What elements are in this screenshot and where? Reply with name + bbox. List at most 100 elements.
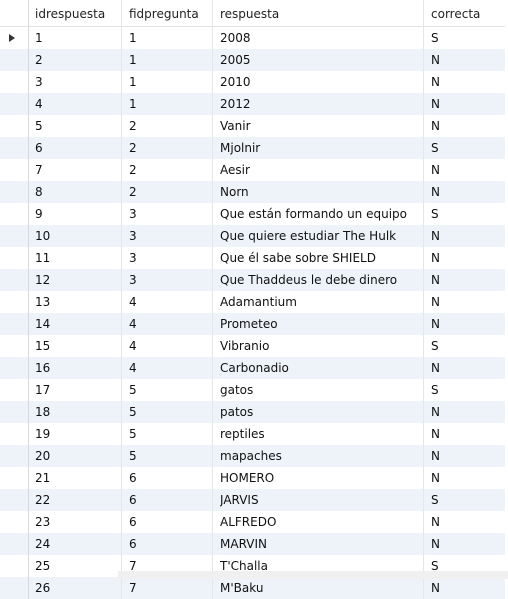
cell-correcta[interactable]: S xyxy=(431,31,439,45)
row-selector[interactable] xyxy=(0,445,29,467)
cell-respuesta[interactable]: Adamantium xyxy=(220,295,297,309)
row-selector[interactable] xyxy=(0,71,29,93)
column-header-correcta[interactable]: correcta xyxy=(431,7,481,21)
cell-correcta[interactable]: S xyxy=(431,339,439,353)
cell-respuesta[interactable]: Norn xyxy=(220,185,249,199)
cell-correcta[interactable]: N xyxy=(431,119,440,133)
cell-correcta[interactable]: N xyxy=(431,449,440,463)
cell-correcta[interactable]: N xyxy=(431,229,440,243)
row-selector[interactable] xyxy=(0,49,29,71)
cell-idrespuesta[interactable]: 21 xyxy=(35,471,51,485)
cell-fidpregunta[interactable]: 6 xyxy=(129,493,137,507)
table-row[interactable]: 15 4 Vibranio S xyxy=(0,335,505,357)
cell-idrespuesta[interactable]: 8 xyxy=(35,185,43,199)
cell-correcta[interactable]: N xyxy=(431,251,440,265)
cell-respuesta[interactable]: 2005 xyxy=(220,53,251,67)
table-row[interactable]: 14 4 Prometeo N xyxy=(0,313,505,335)
cell-fidpregunta[interactable]: 6 xyxy=(129,471,137,485)
cell-respuesta[interactable]: Que Thaddeus le debe dinero xyxy=(220,273,398,287)
column-header-respuesta[interactable]: respuesta xyxy=(220,7,280,21)
table-row[interactable]: 21 6 HOMERO N xyxy=(0,467,505,489)
cell-correcta[interactable]: N xyxy=(431,361,440,375)
cell-idrespuesta[interactable]: 17 xyxy=(35,383,51,397)
cell-correcta[interactable]: S xyxy=(431,207,439,221)
cell-idrespuesta[interactable]: 26 xyxy=(35,581,51,595)
cell-fidpregunta[interactable]: 1 xyxy=(129,31,137,45)
cell-correcta[interactable]: N xyxy=(431,53,440,67)
cell-idrespuesta[interactable]: 1 xyxy=(35,31,43,45)
table-row[interactable]: 25 7 T'Challa S xyxy=(0,555,505,577)
row-selector[interactable] xyxy=(0,291,29,313)
table-row[interactable]: 4 1 2012 N xyxy=(0,93,505,115)
cell-fidpregunta[interactable]: 4 xyxy=(129,317,137,331)
cell-respuesta[interactable]: Que están formando un equipo xyxy=(220,207,407,221)
cell-correcta[interactable]: N xyxy=(431,75,440,89)
cell-respuesta[interactable]: Carbonadio xyxy=(220,361,289,375)
row-selector[interactable] xyxy=(0,401,29,423)
cell-fidpregunta[interactable]: 7 xyxy=(129,559,137,573)
table-row[interactable]: 17 5 gatos S xyxy=(0,379,505,401)
cell-correcta[interactable]: N xyxy=(431,405,440,419)
cell-respuesta[interactable]: 2012 xyxy=(220,97,251,111)
cell-respuesta[interactable]: Que quiere estudiar The Hulk xyxy=(220,229,397,243)
table-row[interactable]: 6 2 Mjolnir S xyxy=(0,137,505,159)
cell-respuesta[interactable]: Que él sabe sobre SHIELD xyxy=(220,251,376,265)
cell-idrespuesta[interactable]: 11 xyxy=(35,251,51,265)
horizontal-scrollbar[interactable] xyxy=(118,571,508,579)
table-row[interactable]: 8 2 Norn N xyxy=(0,181,505,203)
cell-idrespuesta[interactable]: 24 xyxy=(35,537,51,551)
cell-fidpregunta[interactable]: 3 xyxy=(129,229,137,243)
row-selector[interactable] xyxy=(0,511,29,533)
table-row[interactable]: 16 4 Carbonadio N xyxy=(0,357,505,379)
cell-respuesta[interactable]: MARVIN xyxy=(220,537,267,551)
table-row[interactable]: 26 7 M'Baku N xyxy=(0,577,505,599)
row-selector[interactable] xyxy=(0,225,29,247)
cell-fidpregunta[interactable]: 4 xyxy=(129,361,137,375)
cell-fidpregunta[interactable]: 2 xyxy=(129,119,137,133)
cell-respuesta[interactable]: Vibranio xyxy=(220,339,270,353)
cell-idrespuesta[interactable]: 16 xyxy=(35,361,51,375)
table-row[interactable]: 18 5 patos N xyxy=(0,401,505,423)
cell-idrespuesta[interactable]: 2 xyxy=(35,53,43,67)
table-row[interactable]: 7 2 Aesir N xyxy=(0,159,505,181)
cell-fidpregunta[interactable]: 2 xyxy=(129,163,137,177)
row-selector[interactable] xyxy=(0,159,29,181)
cell-respuesta[interactable]: gatos xyxy=(220,383,254,397)
table-row[interactable]: 10 3 Que quiere estudiar The Hulk N xyxy=(0,225,505,247)
table-row[interactable]: 13 4 Adamantium N xyxy=(0,291,505,313)
row-selector[interactable] xyxy=(0,555,29,577)
cell-idrespuesta[interactable]: 4 xyxy=(35,97,43,111)
cell-idrespuesta[interactable]: 19 xyxy=(35,427,51,441)
cell-idrespuesta[interactable]: 14 xyxy=(35,317,51,331)
cell-idrespuesta[interactable]: 15 xyxy=(35,339,51,353)
table-row[interactable]: 9 3 Que están formando un equipo S xyxy=(0,203,505,225)
table-row[interactable]: 3 1 2010 N xyxy=(0,71,505,93)
cell-fidpregunta[interactable]: 3 xyxy=(129,273,137,287)
cell-respuesta[interactable]: 2010 xyxy=(220,75,251,89)
cell-idrespuesta[interactable]: 10 xyxy=(35,229,51,243)
cell-respuesta[interactable]: ALFREDO xyxy=(220,515,277,529)
cell-fidpregunta[interactable]: 5 xyxy=(129,405,137,419)
cell-correcta[interactable]: N xyxy=(431,273,440,287)
row-selector[interactable] xyxy=(0,577,29,599)
cell-correcta[interactable]: S xyxy=(431,141,439,155)
cell-correcta[interactable]: N xyxy=(431,515,440,529)
row-selector[interactable] xyxy=(0,467,29,489)
cell-idrespuesta[interactable]: 6 xyxy=(35,141,43,155)
table-row[interactable]: 23 6 ALFREDO N xyxy=(0,511,505,533)
row-selector[interactable] xyxy=(0,313,29,335)
cell-idrespuesta[interactable]: 3 xyxy=(35,75,43,89)
cell-idrespuesta[interactable]: 9 xyxy=(35,207,43,221)
cell-fidpregunta[interactable]: 3 xyxy=(129,251,137,265)
table-row[interactable]: 11 3 Que él sabe sobre SHIELD N xyxy=(0,247,505,269)
row-selector[interactable] xyxy=(0,357,29,379)
column-header-fidpregunta[interactable]: fidpregunta xyxy=(129,7,199,21)
cell-correcta[interactable]: N xyxy=(431,471,440,485)
row-selector[interactable] xyxy=(0,533,29,555)
cell-idrespuesta[interactable]: 12 xyxy=(35,273,51,287)
row-selector[interactable] xyxy=(0,379,29,401)
row-selector[interactable] xyxy=(0,137,29,159)
cell-fidpregunta[interactable]: 3 xyxy=(129,207,137,221)
row-selector[interactable] xyxy=(0,203,29,225)
cell-correcta[interactable]: N xyxy=(431,581,440,595)
